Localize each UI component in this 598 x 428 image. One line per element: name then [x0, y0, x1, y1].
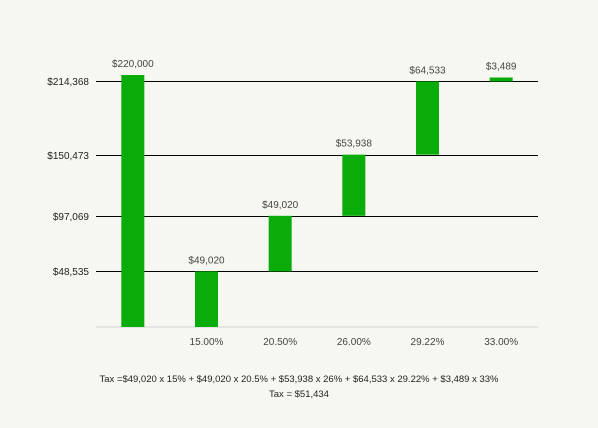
data-label: $3,489 [486, 61, 517, 72]
x-tick-label: 20.50% [263, 337, 297, 348]
data-label: $49,020 [262, 200, 299, 211]
data-label: $220,000 [112, 59, 154, 70]
y-tick-label: $48,535 [53, 267, 90, 278]
y-tick-label: $150,473 [47, 151, 89, 162]
y-tick-label: $97,069 [53, 212, 90, 223]
x-tick-label: 15.00% [190, 337, 224, 348]
tax-formula: Tax =$49,020 x 15% + $49,020 x 20.5% + $… [99, 374, 499, 385]
bar [489, 77, 513, 82]
x-tick-label: 26.00% [337, 337, 371, 348]
x-tick-label: 33.00% [484, 337, 518, 348]
bar [268, 215, 292, 272]
data-label: $49,020 [188, 255, 225, 266]
bar [416, 81, 439, 155]
data-label: $64,533 [409, 65, 446, 76]
data-label: $53,938 [336, 139, 373, 150]
x-tick-label: 29.22% [411, 337, 445, 348]
tax-total: Tax = $51,434 [269, 389, 329, 400]
bar [121, 75, 145, 327]
y-tick-label: $214,368 [47, 77, 89, 88]
bar [342, 154, 366, 216]
bar [195, 271, 218, 327]
